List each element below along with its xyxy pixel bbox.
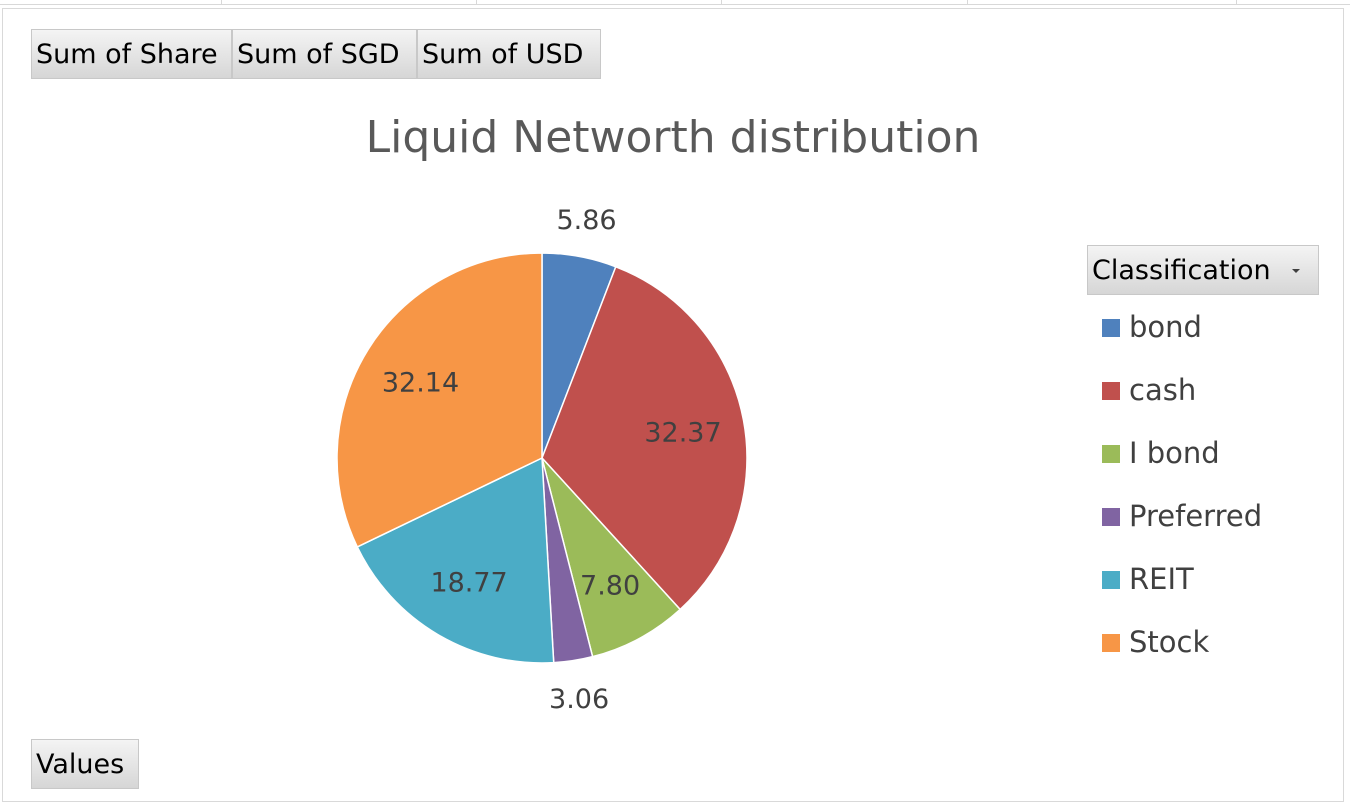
pie-slice-stock[interactable] — [336, 252, 543, 548]
field-button-sum-of-share[interactable]: Sum of Share — [31, 29, 232, 79]
data-label-stock[interactable]: 32.14 — [382, 368, 459, 399]
sheet-gridline — [1236, 0, 1237, 5]
legend-swatch — [1102, 571, 1120, 589]
field-button-values[interactable]: Values — [31, 739, 139, 789]
field-button-sum-of-usd[interactable]: Sum of USD — [417, 29, 601, 79]
data-label-cash[interactable]: 32.37 — [644, 418, 721, 449]
legend-label: Stock — [1129, 625, 1210, 659]
legend-header-label: Classification — [1092, 255, 1271, 286]
legend-label: I bond — [1129, 436, 1220, 470]
sheet-gridline — [476, 0, 477, 5]
legend-label: Preferred — [1129, 499, 1263, 533]
data-label-i-bond[interactable]: 7.80 — [580, 570, 640, 601]
legend-label: bond — [1129, 310, 1202, 344]
data-label-bond[interactable]: 5.86 — [556, 205, 616, 236]
chart-title[interactable]: Liquid Networth distribution — [365, 112, 981, 163]
sheet-gridline — [721, 0, 722, 5]
pie-slice-reit[interactable] — [356, 456, 555, 664]
legend-swatch — [1102, 319, 1120, 337]
pie-slice-i-bond[interactable] — [541, 457, 682, 658]
data-label-reit[interactable]: 18.77 — [430, 568, 507, 599]
sheet-gridline — [967, 0, 968, 5]
data-label-preferred[interactable]: 3.06 — [549, 684, 609, 715]
chevron-down-icon[interactable] — [1292, 269, 1300, 273]
legend-label: REIT — [1129, 562, 1194, 596]
legend-swatch — [1102, 634, 1120, 652]
sheet-gridline — [221, 0, 222, 5]
legend-swatch — [1102, 508, 1120, 526]
legend-swatch — [1102, 382, 1120, 400]
legend-filter-button-classification[interactable]: Classification — [1087, 245, 1319, 295]
legend-label: cash — [1129, 373, 1197, 407]
pie-slice-cash[interactable] — [541, 265, 748, 611]
sheet-gridline — [0, 4, 1350, 5]
field-button-sum-of-sgd[interactable]: Sum of SGD — [232, 29, 417, 79]
legend-swatch — [1102, 445, 1120, 463]
